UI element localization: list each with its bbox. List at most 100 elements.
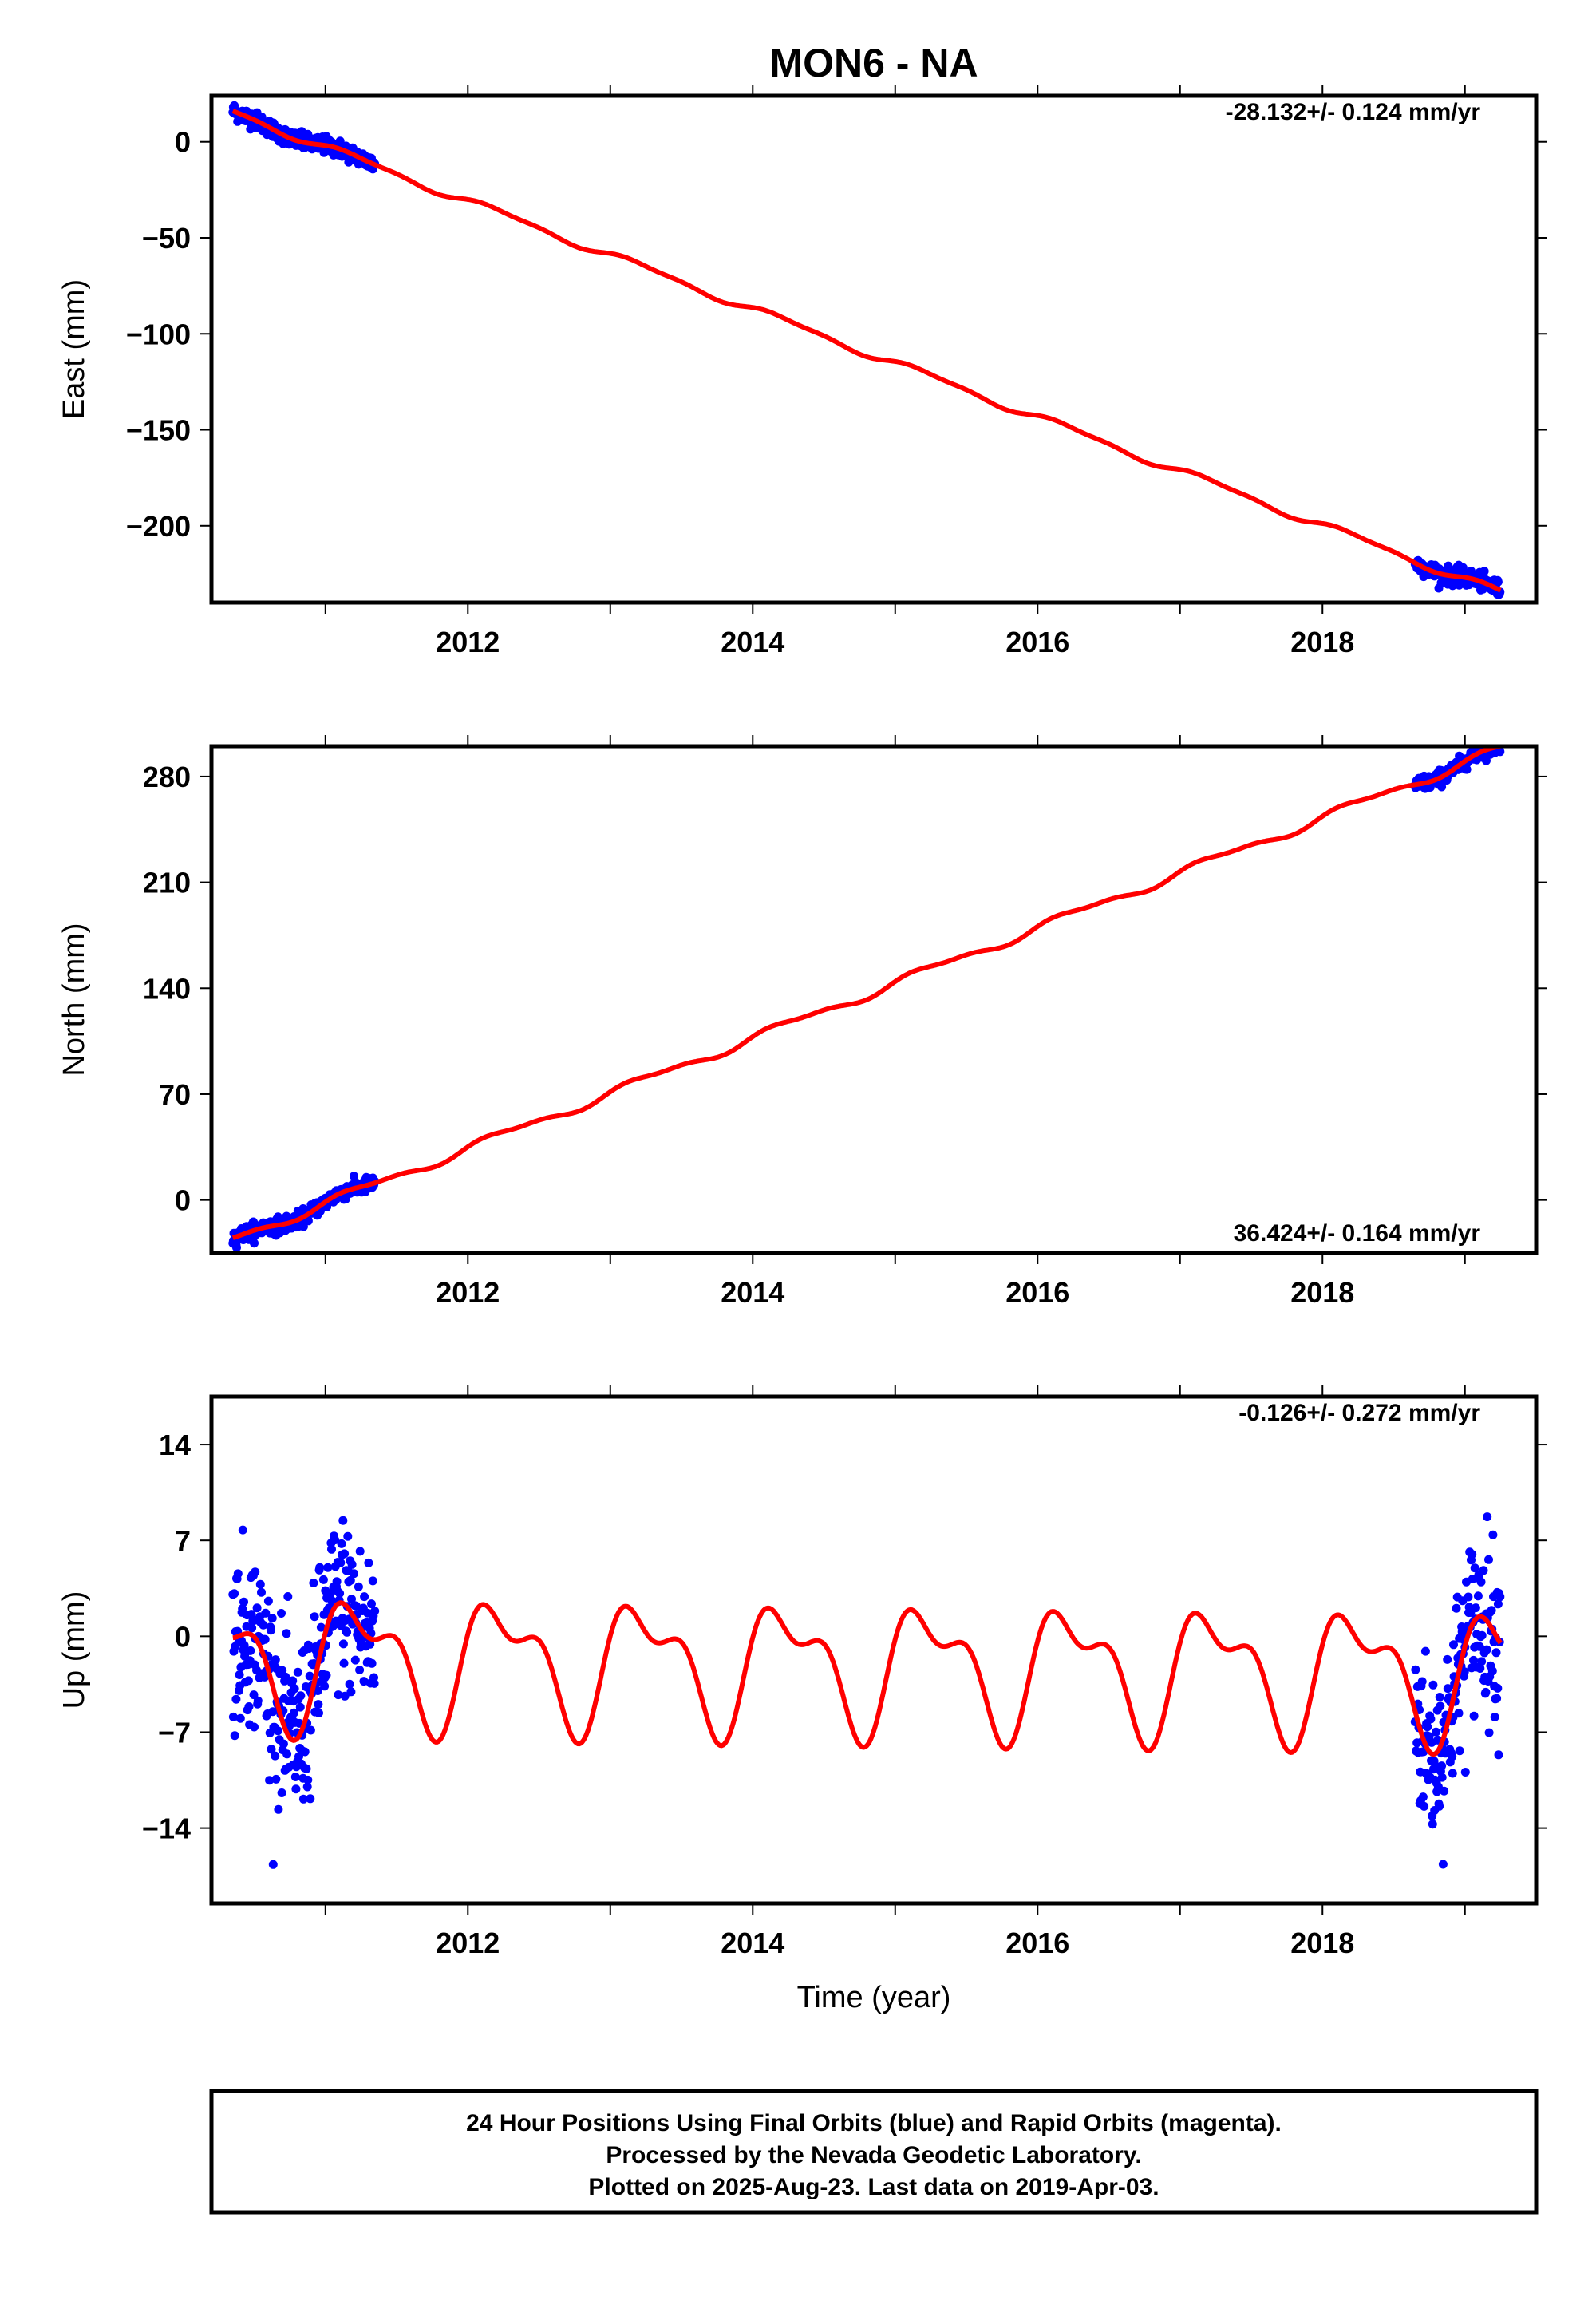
data-point <box>271 1774 281 1784</box>
data-point <box>1468 1550 1477 1559</box>
footer-line-2: Processed by the Nevada Geodetic Laborat… <box>606 2142 1141 2168</box>
data-point <box>303 1775 313 1784</box>
data-point <box>326 1589 335 1599</box>
data-point <box>1460 1768 1470 1777</box>
x-tick-label: 2018 <box>1290 1276 1354 1309</box>
data-point <box>274 1804 283 1814</box>
x-tick-label: 2016 <box>1005 1927 1069 1959</box>
data-point <box>259 1620 268 1630</box>
data-point <box>330 1535 340 1545</box>
data-point <box>305 1671 314 1681</box>
east-panel: 0 −50 −100 −150 −200 2012 2014 2016 2018 East (m… <box>57 85 1547 658</box>
data-point <box>350 1655 360 1665</box>
data-point <box>370 1607 380 1616</box>
y-tick-label: −150 <box>126 414 191 447</box>
up-ticks: 14 7 0 −7 −14 2012 2014 2016 2018 <box>142 1385 1547 1959</box>
data-point <box>350 1569 358 1579</box>
east-frame <box>209 93 1539 605</box>
data-point <box>267 1745 276 1754</box>
data-point <box>1420 1801 1429 1811</box>
up-marks <box>228 1512 1505 1869</box>
data-point <box>1437 1761 1447 1771</box>
data-point <box>302 1764 311 1773</box>
data-point <box>1449 1640 1458 1650</box>
data-point <box>282 1629 291 1638</box>
data-point <box>1476 1577 1486 1587</box>
data-point <box>1455 1746 1464 1756</box>
data-point <box>1411 1665 1420 1674</box>
data-point <box>338 1516 348 1525</box>
data-point <box>345 1679 354 1689</box>
data-point <box>239 1641 249 1650</box>
data-point <box>304 1644 314 1654</box>
data-point <box>359 1677 369 1686</box>
data-point <box>1469 1655 1478 1665</box>
data-point <box>1428 1680 1438 1690</box>
data-point <box>1437 1773 1447 1782</box>
data-point <box>314 1700 323 1709</box>
data-point <box>1448 1769 1457 1778</box>
data-points <box>228 746 1505 1252</box>
data-point <box>1469 1711 1479 1721</box>
data-point <box>368 1576 377 1586</box>
data-point <box>263 1596 273 1606</box>
data-point <box>365 1639 375 1649</box>
x-tick-label: 2012 <box>436 1276 500 1309</box>
data-point <box>1482 1645 1491 1654</box>
data-point <box>364 1558 373 1567</box>
data-point <box>277 1788 286 1797</box>
data-point <box>243 1676 253 1686</box>
data-point <box>1473 1591 1483 1601</box>
data-point <box>290 1773 300 1781</box>
model-curve <box>231 746 1502 1240</box>
up-panel: 14 7 0 −7 −14 2012 2014 2016 2018 Up (mm) -0.126… <box>57 1385 1547 1959</box>
data-point <box>1487 1606 1496 1615</box>
north-ylabel: North (mm) <box>57 923 91 1076</box>
data-point <box>1493 1599 1503 1609</box>
data-point <box>1435 1693 1444 1701</box>
data-point <box>1495 747 1505 757</box>
data-point <box>265 1776 275 1785</box>
data-point <box>1475 1642 1484 1651</box>
data-point <box>346 1575 355 1585</box>
data-point <box>298 1794 308 1804</box>
y-tick-label: −50 <box>142 222 191 255</box>
data-point <box>296 1691 306 1701</box>
north-rate-label: 36.424+/- 0.164 mm/yr <box>1234 1220 1481 1247</box>
data-point <box>231 1694 241 1704</box>
east-ylabel: East (mm) <box>57 279 91 419</box>
data-point <box>279 1739 288 1749</box>
data-point <box>268 1860 278 1869</box>
y-tick-label: 280 <box>143 761 191 793</box>
data-point <box>282 1749 292 1759</box>
data-point <box>1483 1512 1492 1522</box>
y-tick-label: 0 <box>175 1620 191 1653</box>
data-point <box>334 1690 343 1700</box>
data-point <box>1428 1820 1437 1829</box>
data-point <box>342 1627 352 1637</box>
data-point <box>250 1722 259 1732</box>
data-point <box>1492 1694 1502 1703</box>
data-point <box>288 1676 298 1686</box>
data-point <box>1479 567 1489 576</box>
data-point <box>247 1610 256 1619</box>
data-point <box>300 1747 310 1757</box>
x-tick-label: 2016 <box>1005 1276 1069 1309</box>
data-point <box>1418 1792 1428 1802</box>
data-point <box>271 1655 280 1665</box>
data-point <box>235 1713 245 1723</box>
x-tick-label: 2012 <box>436 1927 500 1959</box>
data-point <box>250 1239 259 1248</box>
data-point <box>320 1682 330 1691</box>
data-point <box>306 1725 315 1735</box>
data-point <box>271 1751 280 1761</box>
data-point <box>228 1712 238 1721</box>
data-point <box>1490 1713 1499 1721</box>
data-point <box>1426 1714 1436 1724</box>
data-point <box>251 1567 260 1577</box>
data-point <box>253 1696 263 1705</box>
data-point <box>1448 1752 1457 1761</box>
data-point <box>369 1678 379 1688</box>
data-point <box>1487 1666 1497 1676</box>
